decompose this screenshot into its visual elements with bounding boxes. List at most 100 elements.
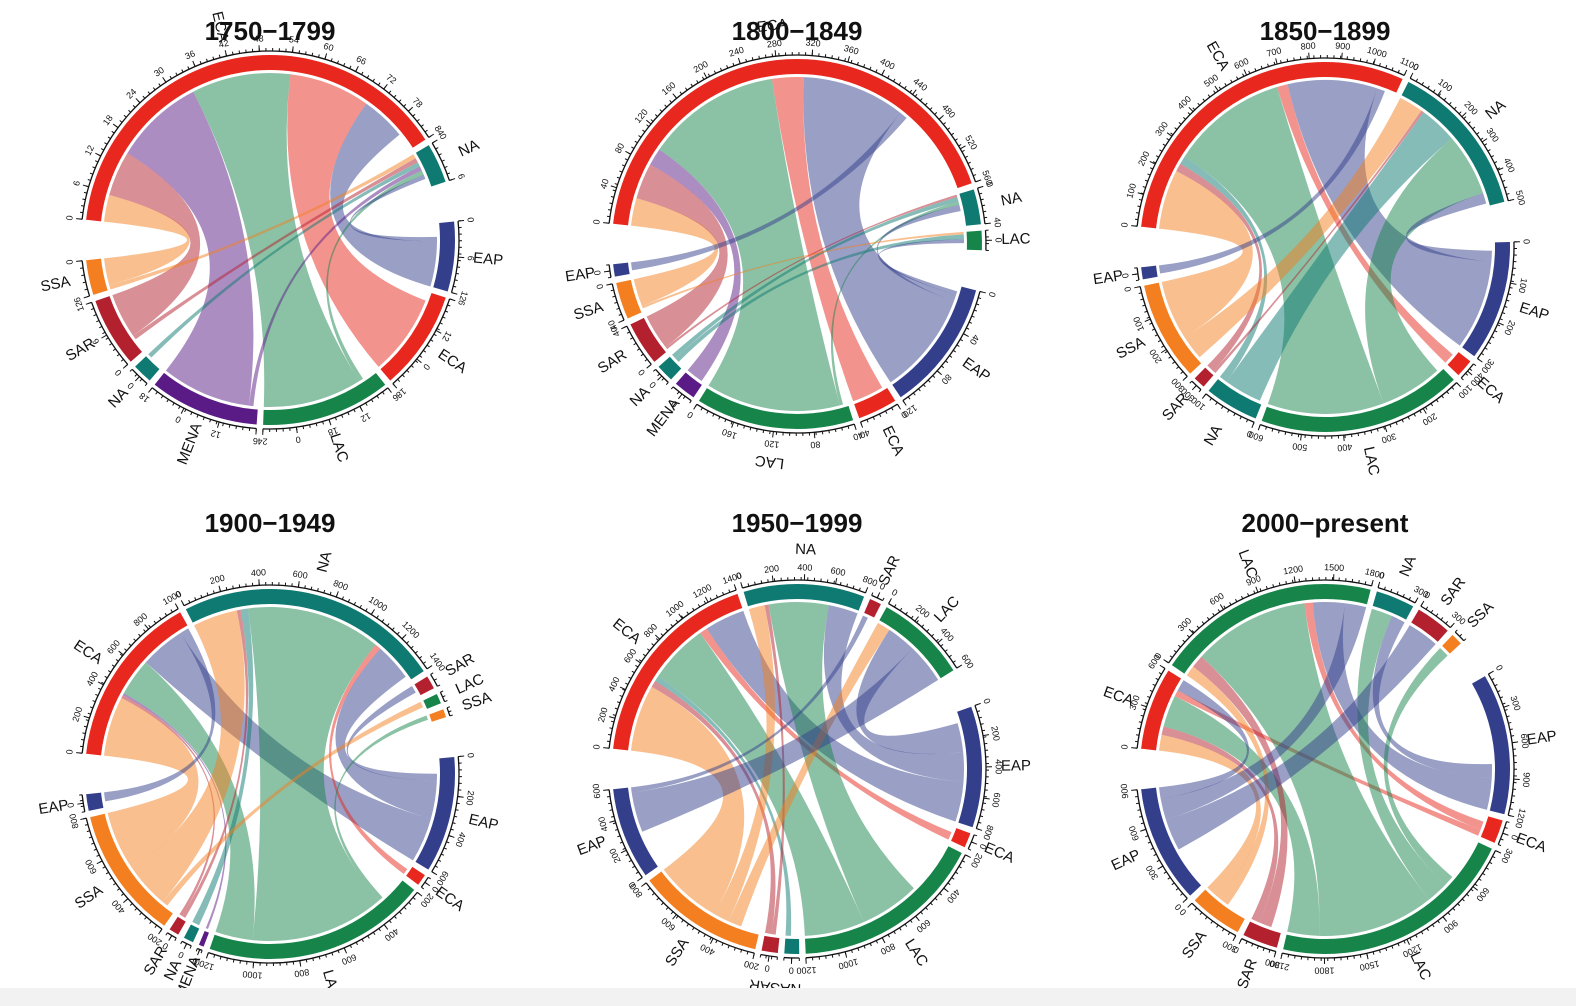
minor-tick: [914, 93, 918, 97]
minor-tick: [882, 597, 885, 601]
minor-tick: [1198, 389, 1202, 393]
major-tick: [693, 404, 698, 410]
minor-tick: [736, 423, 739, 427]
minor-tick: [608, 802, 612, 805]
minor-tick: [1271, 428, 1274, 432]
major-tick: [1502, 832, 1509, 836]
sector-label: ECA: [1203, 38, 1233, 73]
major-tick: [641, 882, 647, 887]
sector-label: SSA: [1464, 598, 1497, 631]
minor-tick: [1506, 715, 1510, 718]
minor-tick: [200, 950, 203, 954]
minor-tick: [83, 191, 88, 194]
tick-label: 200: [989, 725, 1001, 742]
major-tick: [297, 581, 300, 588]
minor-tick: [916, 620, 919, 623]
minor-tick: [89, 706, 94, 709]
minor-tick: [1376, 428, 1379, 432]
minor-tick: [686, 923, 690, 927]
sector-band: [1447, 352, 1471, 376]
minor-tick: [423, 350, 427, 353]
minor-tick: [1359, 954, 1362, 958]
minor-tick: [1457, 903, 1461, 907]
minor-tick: [96, 854, 100, 857]
sector-label: EAP: [959, 354, 993, 385]
minor-tick: [973, 309, 978, 312]
major-tick: [1275, 58, 1278, 65]
tick-label: 400: [1502, 156, 1517, 174]
minor-tick: [1378, 949, 1381, 954]
minor-tick: [82, 732, 86, 734]
sector-band: [879, 607, 954, 679]
minor-tick: [85, 719, 89, 722]
minor-tick: [1390, 588, 1393, 592]
chord-link-na-to-ssa: [132, 610, 245, 902]
minor-tick: [676, 391, 680, 395]
minor-tick: [453, 285, 457, 288]
tick-label: 400: [606, 675, 621, 693]
major-tick: [704, 596, 709, 603]
tick-label: 200: [464, 790, 476, 806]
tick-label: 600: [959, 652, 975, 670]
minor-tick: [833, 580, 835, 584]
tick-label: 800: [67, 813, 80, 830]
minor-tick: [955, 871, 959, 875]
minor-tick: [144, 383, 148, 387]
minor-tick: [1366, 59, 1368, 63]
minor-tick: [96, 320, 100, 323]
major-tick: [1512, 741, 1519, 744]
major-tick: [1131, 789, 1138, 791]
minor-tick: [440, 690, 444, 693]
minor-tick: [139, 912, 142, 916]
chord-link-na-to-eap: [823, 605, 964, 782]
major-tick: [449, 178, 456, 181]
tick-label: 800: [332, 578, 350, 593]
chord-links: [1159, 602, 1493, 936]
minor-tick: [1448, 101, 1452, 105]
minor-tick: [1260, 65, 1263, 69]
minor-tick: [935, 638, 939, 642]
minor-tick: [679, 91, 683, 95]
major-tick: [383, 924, 389, 930]
tick-label: 72: [384, 72, 398, 86]
minor-tick: [1186, 634, 1190, 638]
minor-tick: [1473, 363, 1477, 367]
tick-label: 800: [981, 824, 995, 841]
sector-axis: [439, 691, 446, 702]
minor-tick: [621, 164, 626, 167]
minor-tick: [926, 629, 930, 632]
minor-tick: [715, 594, 719, 598]
minor-tick: [1241, 595, 1244, 600]
minor-tick: [91, 842, 95, 845]
minor-tick: [1169, 655, 1173, 658]
major-tick: [752, 953, 755, 960]
minor-tick: [1135, 734, 1140, 736]
minor-tick: [983, 210, 987, 213]
minor-tick: [442, 316, 446, 319]
major-tick: [328, 419, 332, 426]
tick-label: 0: [1119, 744, 1129, 750]
minor-tick: [452, 822, 456, 824]
minor-tick: [1253, 590, 1256, 594]
sector-eap: 0 300 600 900 1200 EAP: [1472, 663, 1558, 829]
major-tick: [619, 686, 626, 691]
sector-label: ECA: [432, 883, 467, 915]
major-tick: [123, 898, 129, 903]
minor-tick: [899, 607, 903, 611]
sector-eap: 0 6 12 EAP: [433, 217, 504, 302]
minor-tick: [160, 395, 164, 399]
tick-label: 0: [1411, 61, 1420, 72]
minor-tick: [614, 828, 619, 831]
minor-tick: [1383, 426, 1386, 430]
minor-tick: [1432, 89, 1436, 93]
tick-label: 400: [383, 926, 401, 943]
minor-tick: [1415, 934, 1418, 938]
major-tick: [1131, 273, 1138, 276]
tick-label: 18: [327, 425, 340, 438]
minor-tick: [612, 189, 616, 192]
tick-label: 0: [437, 132, 448, 141]
chord-link-eca-to-eap: [706, 610, 964, 822]
minor-tick: [180, 941, 183, 945]
tick-label: 12: [457, 290, 469, 302]
